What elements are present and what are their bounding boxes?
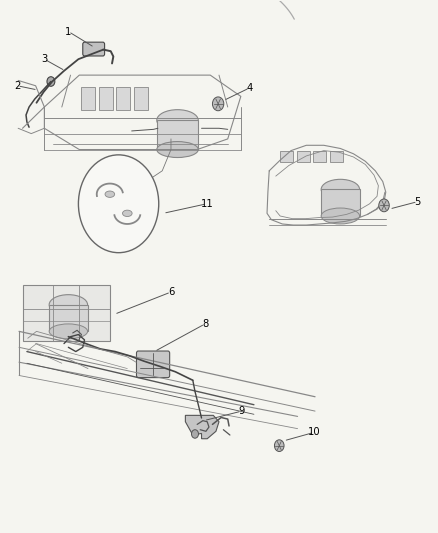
FancyBboxPatch shape xyxy=(83,42,105,56)
Ellipse shape xyxy=(157,142,198,158)
Ellipse shape xyxy=(157,110,198,131)
Text: 2: 2 xyxy=(14,81,21,91)
Text: 4: 4 xyxy=(247,83,253,93)
Text: 10: 10 xyxy=(308,427,321,438)
Circle shape xyxy=(47,77,55,86)
Polygon shape xyxy=(185,415,219,439)
Ellipse shape xyxy=(321,179,360,199)
Circle shape xyxy=(275,440,284,451)
Bar xyxy=(280,151,293,163)
Text: 5: 5 xyxy=(414,197,421,207)
Circle shape xyxy=(78,155,159,253)
FancyBboxPatch shape xyxy=(137,351,170,377)
Circle shape xyxy=(379,199,389,212)
Bar xyxy=(49,305,88,332)
Bar xyxy=(22,285,110,341)
Text: 9: 9 xyxy=(239,406,245,416)
Bar xyxy=(81,87,95,110)
Ellipse shape xyxy=(321,208,360,224)
Bar xyxy=(313,151,326,163)
Bar xyxy=(117,87,131,110)
Bar xyxy=(157,120,198,150)
Ellipse shape xyxy=(123,210,132,216)
Text: 8: 8 xyxy=(202,319,208,329)
Ellipse shape xyxy=(49,324,88,339)
Bar xyxy=(330,151,343,163)
Ellipse shape xyxy=(49,295,88,315)
Text: 11: 11 xyxy=(201,199,213,209)
Bar xyxy=(99,87,113,110)
Bar xyxy=(297,151,310,163)
Bar xyxy=(321,189,360,216)
Text: 3: 3 xyxy=(41,54,47,64)
Bar xyxy=(134,87,148,110)
Circle shape xyxy=(212,97,224,111)
Ellipse shape xyxy=(105,191,115,197)
Text: 1: 1 xyxy=(65,27,71,37)
Circle shape xyxy=(191,430,198,438)
Text: 6: 6 xyxy=(168,287,174,297)
